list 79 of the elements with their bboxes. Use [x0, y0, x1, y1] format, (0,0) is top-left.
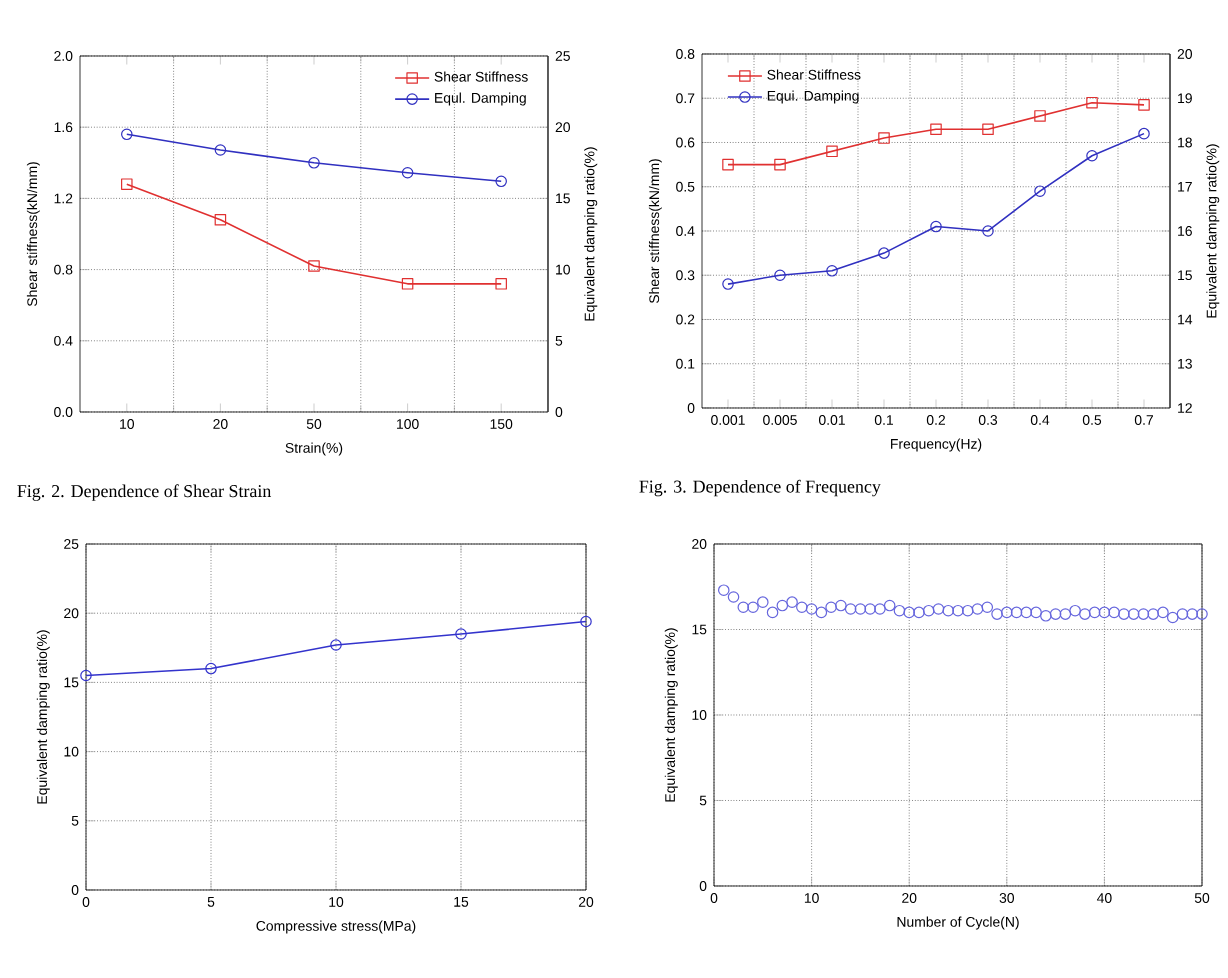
- point: [1059, 608, 1072, 620]
- point: [1001, 606, 1013, 619]
- text: Fig. 2. Dependence of Shear Strain: [17, 484, 272, 501]
- point: [308, 260, 320, 272]
- point: [737, 601, 750, 614]
- point: [774, 158, 786, 171]
- point: [874, 603, 886, 615]
- point: [786, 596, 798, 608]
- point: [1118, 608, 1130, 620]
- point: [717, 584, 730, 596]
- point: [1086, 96, 1098, 109]
- point: [1098, 606, 1111, 619]
- point: [308, 157, 320, 169]
- text: Fig. 3. Dependence of Frequency: [639, 479, 881, 497]
- point: [1020, 606, 1033, 619]
- point: [1010, 606, 1023, 619]
- point: [1138, 99, 1150, 111]
- point: [825, 601, 837, 614]
- point: [1040, 610, 1052, 622]
- point: [930, 123, 942, 135]
- point: [1079, 608, 1091, 620]
- point: [942, 604, 955, 617]
- point: [401, 166, 414, 179]
- point: [835, 599, 847, 612]
- point: [214, 213, 227, 226]
- point: [757, 596, 769, 608]
- point: [826, 145, 838, 158]
- point: [722, 158, 734, 171]
- point: [1088, 606, 1101, 619]
- point: [903, 606, 915, 619]
- point: [991, 608, 1003, 620]
- point: [1137, 608, 1150, 620]
- point: [922, 604, 935, 617]
- point: [774, 269, 786, 282]
- point: [776, 599, 789, 612]
- point: [214, 144, 227, 156]
- point: [864, 603, 876, 615]
- point: [727, 591, 740, 603]
- point: [893, 604, 906, 617]
- point: [878, 132, 890, 144]
- point: [913, 606, 925, 619]
- point: [796, 601, 808, 614]
- point: [747, 601, 759, 614]
- point: [1030, 606, 1042, 619]
- point: [330, 639, 342, 651]
- point: [826, 265, 838, 277]
- point: [932, 603, 945, 615]
- point: [981, 601, 994, 614]
- point: [1196, 608, 1208, 620]
- point: [1049, 608, 1062, 620]
- point: [1069, 604, 1081, 617]
- point: [878, 247, 890, 259]
- point: [1157, 606, 1169, 619]
- point: [854, 603, 867, 615]
- point: [1034, 185, 1046, 197]
- point: [1147, 608, 1159, 620]
- point: [844, 603, 857, 615]
- point: [961, 604, 974, 617]
- point: [883, 599, 896, 612]
- point: [805, 603, 818, 615]
- point: [1108, 606, 1120, 619]
- point: [121, 178, 133, 190]
- point: [766, 606, 779, 619]
- point: [1176, 608, 1189, 620]
- point: [1127, 608, 1140, 620]
- point: [1166, 611, 1179, 624]
- point: [952, 604, 964, 617]
- point: [401, 278, 414, 290]
- point: [982, 225, 994, 237]
- point: [930, 220, 942, 233]
- point: [971, 603, 984, 615]
- point: [495, 278, 507, 290]
- point: [1186, 608, 1199, 620]
- point: [982, 123, 994, 135]
- point: [1086, 149, 1098, 162]
- point: [205, 662, 217, 675]
- point: [815, 606, 828, 619]
- point: [455, 628, 467, 640]
- point: [1034, 110, 1046, 122]
